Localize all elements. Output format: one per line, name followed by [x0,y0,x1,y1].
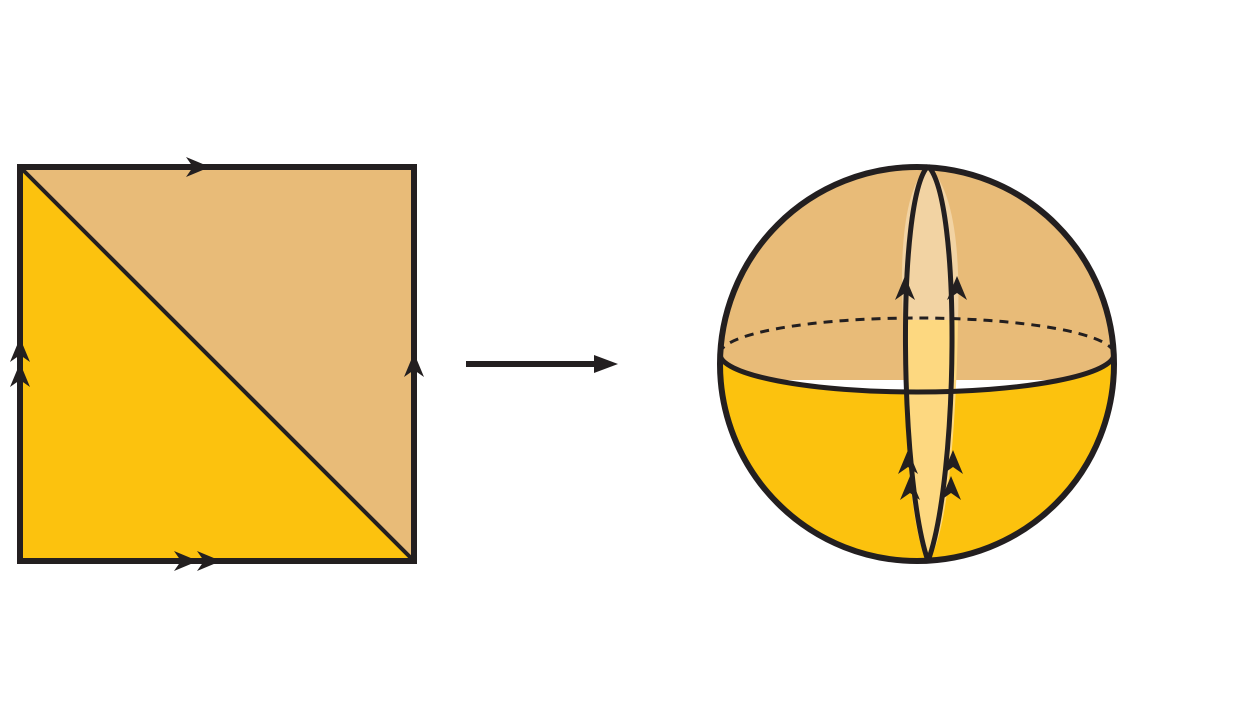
identification-square [10,157,424,571]
right-arrow-icon [466,355,618,373]
sphere [700,150,1140,580]
